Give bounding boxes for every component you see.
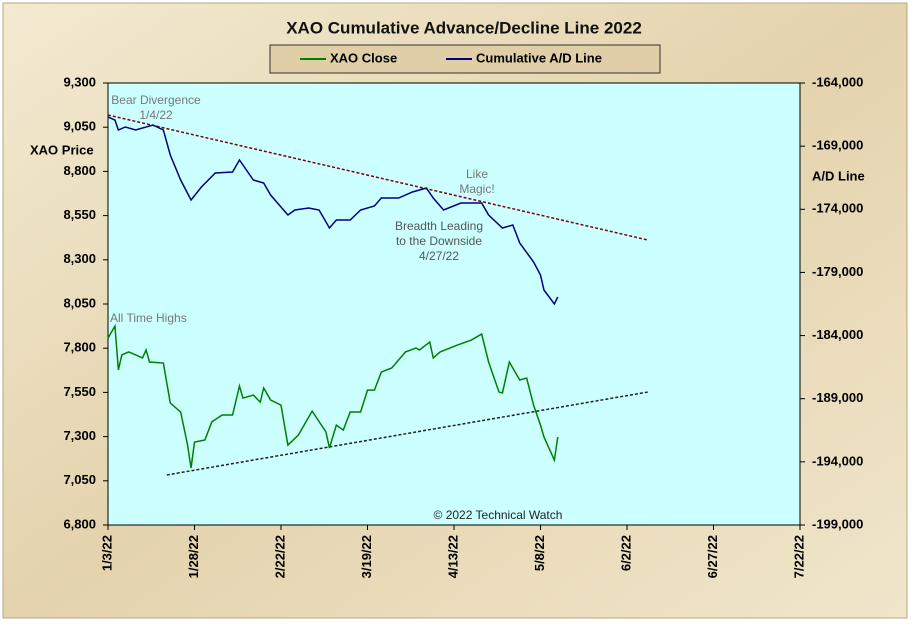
annotation: © 2022 Technical Watch [434,508,563,522]
x-tick-label: 1/28/22 [186,535,201,578]
y2-tick-label: -184,000 [812,327,863,342]
x-tick-label: 7/22/22 [791,535,806,578]
trend-line [166,391,648,476]
trend-line [107,114,648,241]
annotation: to the Downside [396,234,482,248]
annotation: Breadth Leading [395,219,483,233]
y2-axis-label: A/D Line [812,168,865,183]
series-line [107,116,559,306]
x-tick-label: 6/27/22 [705,535,720,578]
y-tick-label: 6,800 [63,516,96,531]
x-tick-label: 4/13/22 [445,535,460,578]
y-tick-label: 7,800 [63,340,96,355]
annotation: Bear Divergence [111,93,201,107]
annotation: Magic! [459,182,494,196]
y2-tick-label: -189,000 [812,390,863,405]
y2-tick-label: -169,000 [812,138,863,153]
y-tick-label: 8,550 [63,207,96,222]
annotation: Like [466,167,488,181]
series-line [107,323,559,469]
y-tick-label: 8,300 [63,251,96,266]
legend-label: XAO Close [330,50,397,65]
y-tick-label: 7,050 [63,472,96,487]
x-tick-label: 3/19/22 [359,535,374,578]
y-tick-label: 9,300 [63,74,96,89]
x-tick-label: 6/2/22 [618,535,633,571]
y2-tick-label: -174,000 [812,201,863,216]
chart-title: XAO Cumulative Advance/Decline Line 2022 [286,18,642,37]
x-tick-label: 5/8/22 [532,535,547,571]
annotation: All Time Highs [110,311,187,325]
y-tick-label: 7,550 [63,384,96,399]
y2-tick-label: -164,000 [812,74,863,89]
legend-label: Cumulative A/D Line [476,50,602,65]
y-tick-label: 8,050 [63,295,96,310]
x-tick-label: 2/22/22 [272,535,287,578]
x-tick-label: 1/3/22 [99,535,114,571]
y2-tick-label: -179,000 [812,264,863,279]
annotation: 1/4/22 [139,108,173,122]
y-tick-label: 7,300 [63,428,96,443]
y-tick-label: 8,800 [63,163,96,178]
y2-tick-label: -199,000 [812,516,863,531]
y2-tick-label: -194,000 [812,453,863,468]
annotation: 4/27/22 [419,249,459,263]
y-tick-label: 9,050 [63,119,96,134]
plot-area [107,82,801,526]
y-axis-label: XAO Price [30,142,94,157]
